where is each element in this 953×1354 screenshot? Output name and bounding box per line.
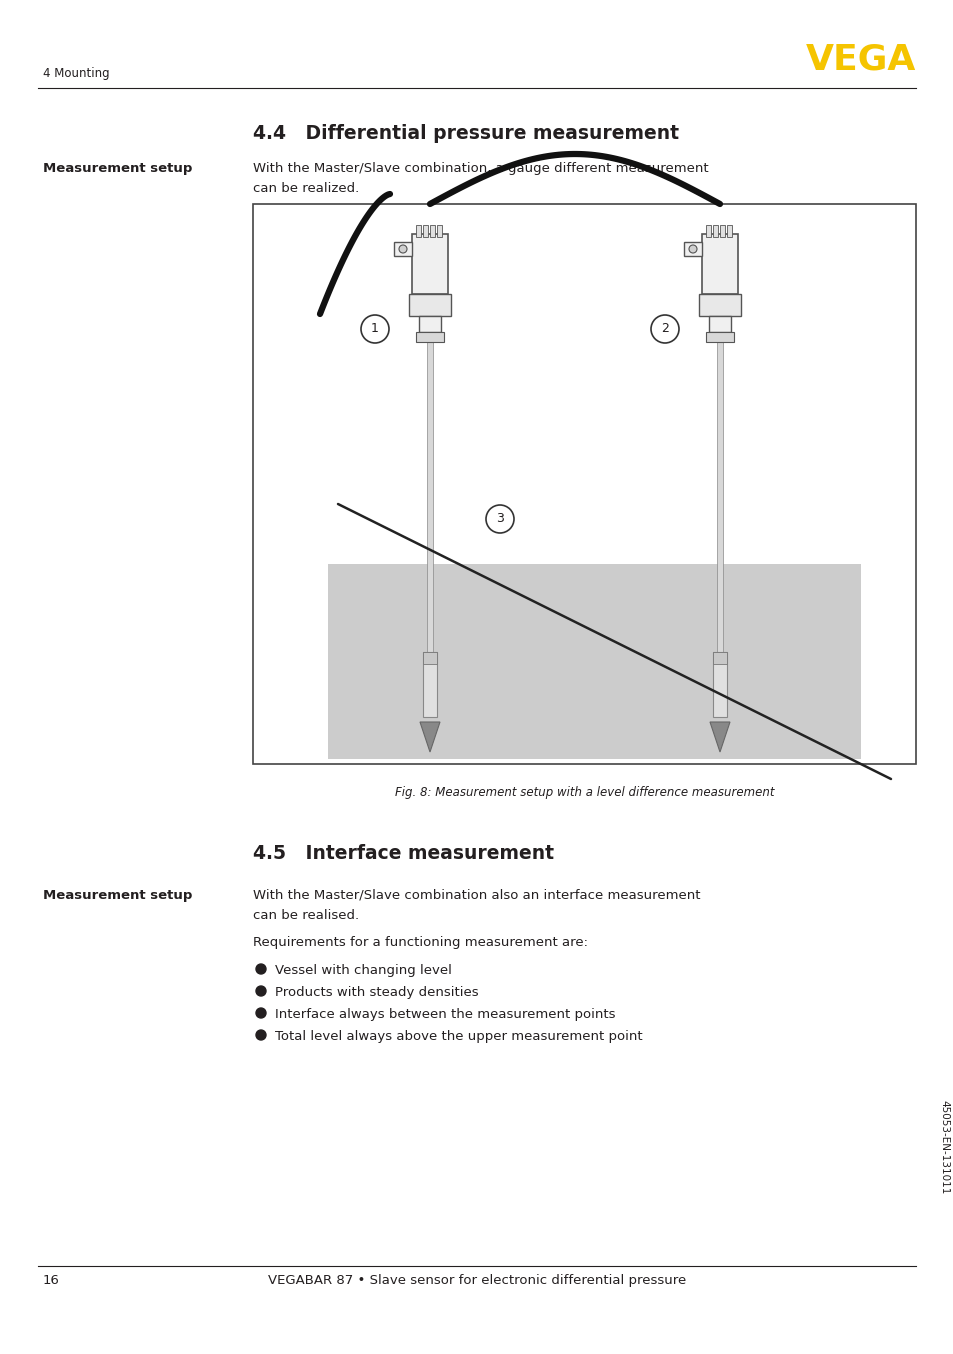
Bar xyxy=(717,343,722,707)
Text: Total level always above the upper measurement point: Total level always above the upper measu… xyxy=(274,1030,642,1043)
Text: 3: 3 xyxy=(496,513,503,525)
Text: 4.5   Interface measurement: 4.5 Interface measurement xyxy=(253,844,554,862)
Text: 2: 2 xyxy=(660,322,668,336)
Text: VEGA: VEGA xyxy=(804,42,915,76)
Bar xyxy=(412,234,448,294)
Text: Measurement setup: Measurement setup xyxy=(43,162,193,175)
Text: Interface always between the measurement points: Interface always between the measurement… xyxy=(274,1007,615,1021)
Bar xyxy=(427,343,433,707)
Circle shape xyxy=(398,245,407,253)
Text: Measurement setup: Measurement setup xyxy=(43,890,193,902)
Bar xyxy=(328,565,861,760)
Bar xyxy=(705,225,710,237)
Text: 45053-EN-131011: 45053-EN-131011 xyxy=(938,1099,948,1194)
Bar xyxy=(409,294,451,315)
Bar xyxy=(699,294,740,315)
Circle shape xyxy=(650,315,679,343)
Text: can be realised.: can be realised. xyxy=(253,909,358,922)
Bar xyxy=(416,332,443,343)
Circle shape xyxy=(255,1007,266,1018)
Bar xyxy=(701,234,738,294)
Bar xyxy=(422,653,436,663)
Bar xyxy=(683,242,701,256)
Bar xyxy=(430,225,435,237)
Bar xyxy=(712,225,718,237)
Circle shape xyxy=(255,986,266,997)
Bar xyxy=(416,225,420,237)
Text: Products with steady densities: Products with steady densities xyxy=(274,986,478,999)
Bar xyxy=(253,204,915,764)
Circle shape xyxy=(255,1030,266,1040)
Text: 4.4   Differential pressure measurement: 4.4 Differential pressure measurement xyxy=(253,125,679,144)
Bar xyxy=(436,225,441,237)
Polygon shape xyxy=(419,722,439,751)
Bar xyxy=(708,315,730,332)
Circle shape xyxy=(255,964,266,974)
Text: With the Master/Slave combination also an interface measurement: With the Master/Slave combination also a… xyxy=(253,890,700,902)
Polygon shape xyxy=(709,722,729,751)
Bar xyxy=(418,315,440,332)
Bar xyxy=(705,332,733,343)
Text: 1: 1 xyxy=(371,322,378,336)
Text: 16: 16 xyxy=(43,1274,60,1288)
Bar xyxy=(712,653,726,663)
Bar xyxy=(720,225,724,237)
Circle shape xyxy=(360,315,389,343)
Text: VEGABAR 87 • Slave sensor for electronic differential pressure: VEGABAR 87 • Slave sensor for electronic… xyxy=(268,1274,685,1288)
Bar xyxy=(422,225,428,237)
Text: With the Master/Slave combination, a gauge different measurement: With the Master/Slave combination, a gau… xyxy=(253,162,708,175)
Circle shape xyxy=(485,505,514,533)
Bar xyxy=(712,653,726,718)
Text: 4 Mounting: 4 Mounting xyxy=(43,66,110,80)
Bar xyxy=(422,653,436,718)
Bar xyxy=(394,242,412,256)
Text: Requirements for a functioning measurement are:: Requirements for a functioning measureme… xyxy=(253,936,587,949)
Bar xyxy=(726,225,731,237)
Circle shape xyxy=(688,245,697,253)
Text: Vessel with changing level: Vessel with changing level xyxy=(274,964,452,978)
Text: can be realized.: can be realized. xyxy=(253,181,359,195)
Text: Fig. 8: Measurement setup with a level difference measurement: Fig. 8: Measurement setup with a level d… xyxy=(395,787,774,799)
